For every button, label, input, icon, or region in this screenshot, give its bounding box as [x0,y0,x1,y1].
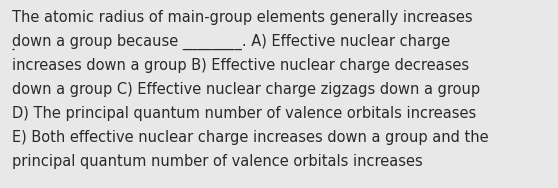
Text: principal quantum number of valence orbitals increases: principal quantum number of valence orbi… [12,154,423,169]
Text: E) Both effective nuclear charge increases down a group and the: E) Both effective nuclear charge increas… [12,130,489,145]
Text: down a group because ________. A) Effective nuclear charge: down a group because ________. A) Effect… [12,34,450,50]
Text: down a group C) Effective nuclear charge zigzags down a group: down a group C) Effective nuclear charge… [12,82,480,97]
Text: increases down a group B) Effective nuclear charge decreases: increases down a group B) Effective nucl… [12,58,469,73]
Text: D) The principal quantum number of valence orbitals increases: D) The principal quantum number of valen… [12,106,476,121]
Text: The atomic radius of main-group elements generally increases: The atomic radius of main-group elements… [12,10,473,25]
